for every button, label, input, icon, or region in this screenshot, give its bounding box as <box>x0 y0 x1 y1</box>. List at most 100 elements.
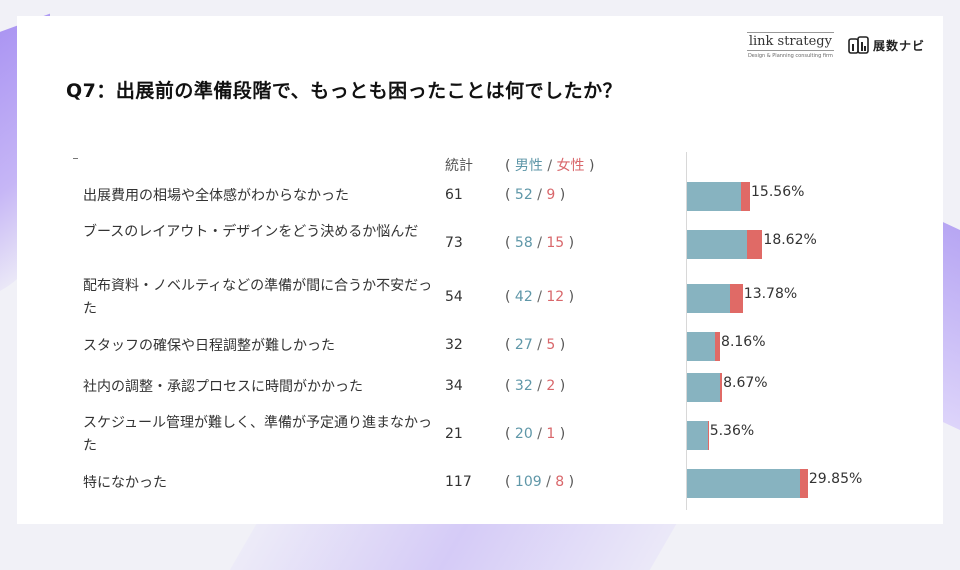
link-strategy-subtitle: Design & Planning consulting firm <box>747 52 833 59</box>
split-close-paren: ) <box>568 289 575 305</box>
bar-female <box>707 421 709 450</box>
male-count: 32 <box>514 378 533 394</box>
male-count: 58 <box>514 235 533 251</box>
female-count: 9 <box>546 187 556 203</box>
category-label: 出展費用の相場や全体感がわからなかった <box>83 187 349 204</box>
percent-label: 8.67% <box>723 375 768 391</box>
header-open-paren: ( <box>505 158 511 174</box>
split-open-paren: ( <box>505 474 511 490</box>
total-value: 32 <box>445 337 463 353</box>
bar-stack <box>687 373 723 402</box>
bar-male <box>687 182 741 211</box>
split-open-paren: ( <box>505 426 511 442</box>
total-value: 54 <box>445 289 463 305</box>
gender-split-value: ( 32 / 2 ) <box>505 378 565 394</box>
chart-axis-line <box>686 152 687 510</box>
gender-split-value: ( 20 / 1 ) <box>505 426 565 442</box>
navi-brand-text: 展数ナビ <box>872 38 925 53</box>
bar-male <box>687 421 708 450</box>
bar-male <box>687 373 721 402</box>
bar-stack <box>687 469 808 498</box>
gender-split-value: ( 42 / 12 ) <box>505 289 574 305</box>
header-female: 女性 <box>556 158 585 174</box>
split-close-paren: ) <box>568 235 575 251</box>
split-close-paren: ) <box>568 474 575 490</box>
male-count: 52 <box>514 187 533 203</box>
label-column-marker <box>73 158 78 159</box>
header-total: 統計 <box>445 158 473 174</box>
category-label: 社内の調整・承認プロセスに時間がかかった <box>83 378 363 395</box>
percent-label: 13.78% <box>743 286 798 302</box>
bar-stack <box>687 332 721 361</box>
female-count: 15 <box>546 235 565 251</box>
split-open-paren: ( <box>505 235 511 251</box>
question-title: Q7：出展前の準備段階で、もっとも困ったことは何でしたか？ <box>66 80 623 102</box>
split-open-paren: ( <box>505 289 511 305</box>
split-close-paren: ) <box>559 378 566 394</box>
total-value: 34 <box>445 378 463 394</box>
bar-male <box>687 230 747 259</box>
header-male: 男性 <box>514 158 543 174</box>
female-count: 8 <box>555 474 565 490</box>
bar-female <box>799 469 808 498</box>
male-count: 20 <box>514 426 533 442</box>
split-open-paren: ( <box>505 187 511 203</box>
split-slash: / <box>546 474 551 490</box>
total-value: 117 <box>445 474 472 490</box>
split-open-paren: ( <box>505 378 511 394</box>
category-label: スケジュール管理が難しく、準備が予定通り進まなかった <box>83 415 433 454</box>
bar-stack <box>687 182 751 211</box>
split-close-paren: ) <box>559 426 566 442</box>
gender-split-value: ( 52 / 9 ) <box>505 187 565 203</box>
link-strategy-name: link strategy <box>746 31 834 51</box>
female-count: 12 <box>546 289 565 305</box>
category-label: 特になかった <box>83 474 167 491</box>
female-count: 5 <box>546 337 556 353</box>
male-count: 109 <box>514 474 542 490</box>
slide-card: link strategy Design & Planning consulti… <box>17 16 943 524</box>
split-slash: / <box>537 187 542 203</box>
bar-female <box>714 332 721 361</box>
navi-logo-icon <box>848 36 869 54</box>
split-slash: / <box>537 378 542 394</box>
percent-label: 8.16% <box>721 334 766 350</box>
male-count: 27 <box>514 337 533 353</box>
gender-split-value: ( 109 / 8 ) <box>505 474 574 490</box>
bar-female <box>720 373 723 402</box>
bar-stack <box>687 284 743 313</box>
tensu-navi-logo: 展数ナビ <box>848 35 925 55</box>
split-slash: / <box>537 337 542 353</box>
gender-split-value: ( 58 / 15 ) <box>505 235 574 251</box>
header-gender-split: ( 男性 / 女性 ) <box>505 155 594 175</box>
category-label: ブースのレイアウト・デザインをどう決めるか悩んだ <box>83 224 419 240</box>
brand-logos: link strategy Design & Planning consulti… <box>746 22 925 68</box>
category-label: スタッフの確保や日程調整が難しかった <box>83 337 335 354</box>
header-close-paren: ) <box>589 158 595 174</box>
bar-male <box>687 469 800 498</box>
category-label: 配布資料・ノベルティなどの準備が間に合うか不安だった <box>83 278 433 317</box>
split-close-paren: ) <box>559 337 566 353</box>
female-count: 1 <box>546 426 556 442</box>
bar-male <box>687 284 731 313</box>
header-slash: / <box>547 158 553 174</box>
percent-label: 29.85% <box>808 471 863 487</box>
gender-split-value: ( 27 / 5 ) <box>505 337 565 353</box>
link-strategy-logo: link strategy Design & Planning consulti… <box>746 31 834 59</box>
split-slash: / <box>537 289 542 305</box>
bar-stack <box>687 421 709 450</box>
bar-female <box>746 230 763 259</box>
total-value: 73 <box>445 235 463 251</box>
bar-stack <box>687 230 763 259</box>
percent-label: 15.56% <box>751 184 805 200</box>
percent-label: 18.62% <box>763 232 817 248</box>
total-value: 61 <box>445 187 463 203</box>
split-slash: / <box>537 235 542 251</box>
split-slash: / <box>537 426 542 442</box>
split-close-paren: ) <box>559 187 566 203</box>
split-open-paren: ( <box>505 337 511 353</box>
bar-male <box>687 332 715 361</box>
male-count: 42 <box>514 289 533 305</box>
total-value: 21 <box>445 426 463 442</box>
bar-female <box>740 182 751 211</box>
percent-label: 5.36% <box>709 423 755 439</box>
